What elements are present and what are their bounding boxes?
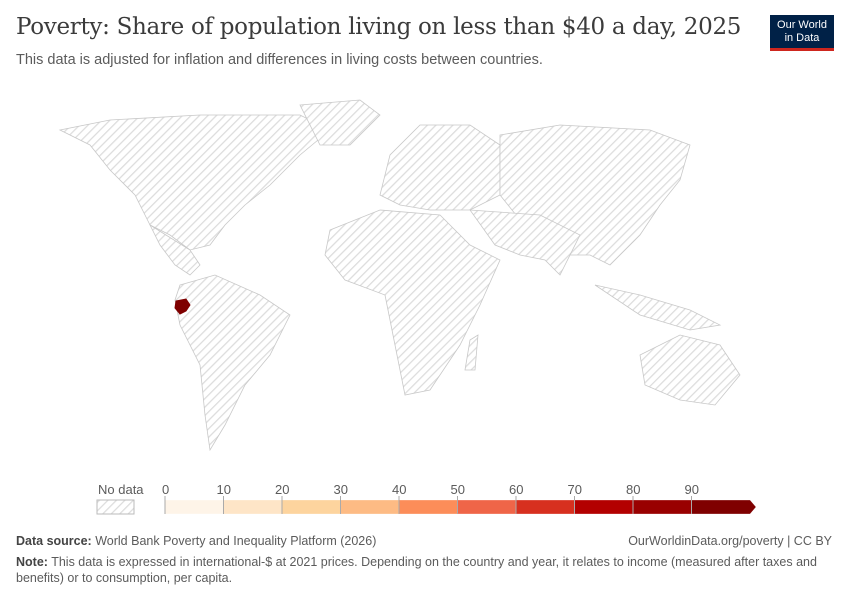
no-data-label: No data	[98, 482, 144, 497]
source-url[interactable]: OurWorldinData.org/poverty | CC BY	[628, 534, 832, 548]
legend-tick-label: 90	[684, 482, 699, 497]
note-label: Note:	[16, 555, 48, 569]
greenland[interactable]	[299, 99, 381, 146]
africa[interactable]	[324, 209, 501, 396]
legend-bin[interactable]	[457, 499, 517, 515]
note-text: This data is expressed in international-…	[16, 555, 817, 585]
legend-tick-label: 30	[333, 482, 348, 497]
south-america[interactable]	[174, 274, 291, 452]
legend-bin[interactable]	[340, 499, 400, 515]
chart-subtitle: This data is adjusted for inflation and …	[16, 52, 543, 68]
note: Note: This data is expressed in internat…	[16, 554, 826, 586]
legend-bin[interactable]	[632, 499, 692, 515]
legend-bin[interactable]	[281, 499, 341, 515]
legend-tick-label: 60	[509, 482, 524, 497]
middle-east-india[interactable]	[469, 209, 581, 276]
legend-tick-label: 50	[450, 482, 465, 497]
legend-bin[interactable]	[398, 499, 458, 515]
chart-title: Poverty: Share of population living on l…	[16, 14, 742, 40]
legend-tick-label: 70	[567, 482, 582, 497]
owid-logo[interactable]: Our World in Data	[770, 15, 834, 51]
data-source: Data source: World Bank Poverty and Ineq…	[16, 534, 376, 548]
central-america[interactable]	[149, 223, 201, 276]
europe[interactable]	[379, 124, 501, 211]
australia[interactable]	[639, 334, 741, 406]
legend-bin[interactable]	[223, 499, 283, 515]
madagascar[interactable]	[464, 334, 479, 371]
legend-bin[interactable]	[164, 499, 224, 515]
logo-line2: in Data	[784, 32, 820, 44]
legend-tick-label: 40	[392, 482, 407, 497]
north-america[interactable]	[58, 114, 331, 251]
source-text: World Bank Poverty and Inequality Platfo…	[95, 534, 377, 548]
ecuador[interactable]	[174, 298, 191, 315]
logo-line1: Our World	[777, 19, 827, 31]
legend-tick-label: 0	[162, 482, 170, 497]
legend-tick-label: 10	[216, 482, 231, 497]
source-label: Data source:	[16, 534, 92, 548]
world-map	[58, 99, 741, 452]
color-legend: No data 0 10 20 30 40 50 60 70 80 90	[0, 480, 850, 520]
southeast-asia[interactable]	[594, 284, 722, 331]
legend-tick-label: 80	[626, 482, 641, 497]
no-data-swatch	[96, 499, 135, 515]
legend-bin[interactable]	[574, 499, 634, 515]
legend-bin[interactable]	[515, 499, 575, 515]
legend-bin[interactable]	[691, 499, 757, 515]
legend-tick-label: 20	[275, 482, 290, 497]
